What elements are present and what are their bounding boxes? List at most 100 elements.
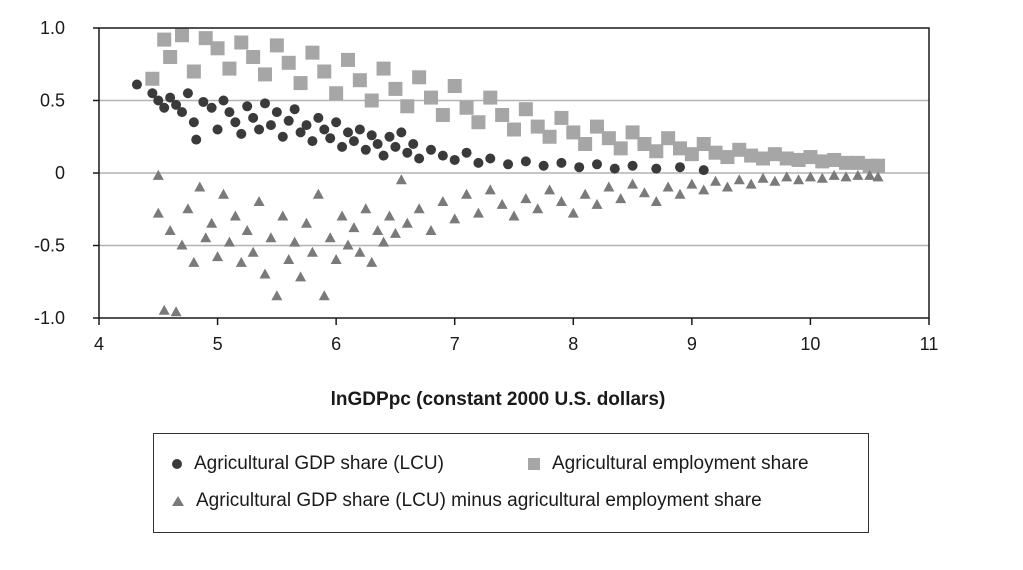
data-point (269, 38, 284, 53)
data-point (360, 203, 372, 214)
data-point (194, 181, 206, 192)
legend-item-agri-employment: Agricultural employment share (528, 453, 809, 475)
data-point (271, 107, 282, 118)
data-point (649, 144, 664, 159)
data-point (437, 196, 449, 206)
data-point (532, 203, 544, 214)
y-tick-label: -1.0 (34, 308, 65, 328)
data-point (331, 117, 342, 128)
data-point (684, 147, 699, 162)
data-point (163, 50, 178, 64)
data-point (435, 108, 450, 122)
x-tick-label: 5 (213, 334, 223, 354)
data-point (484, 184, 496, 195)
data-point (301, 217, 312, 228)
data-point (152, 207, 164, 218)
data-point (259, 268, 271, 279)
data-point (229, 210, 241, 221)
data-point (708, 145, 723, 160)
data-point (147, 88, 158, 99)
legend-item-agri-gdp: Agricultural GDP share (LCU) (172, 453, 444, 475)
data-point (542, 129, 557, 144)
data-point (804, 171, 816, 182)
x-tick-label: 7 (450, 334, 460, 354)
data-point (483, 90, 498, 105)
data-point (710, 175, 722, 186)
data-point (590, 119, 604, 134)
legend-label-difference: Agricultural GDP share (LCU) minus agric… (196, 490, 762, 511)
data-point (388, 81, 403, 96)
data-point (400, 99, 415, 114)
gridlines (99, 99, 929, 247)
data-point (223, 236, 235, 247)
data-point (177, 107, 187, 118)
data-point (312, 188, 324, 199)
data-point (175, 28, 189, 43)
series-circle (131, 79, 709, 176)
data-point (461, 147, 472, 158)
data-point (574, 162, 585, 173)
data-point (816, 172, 828, 183)
data-point (627, 160, 638, 171)
data-point (554, 110, 569, 125)
data-point (206, 217, 218, 228)
data-point (390, 141, 401, 152)
data-point (325, 133, 336, 144)
data-point (198, 31, 213, 46)
data-point (283, 115, 294, 126)
legend-label-agri-gdp: Agricultural GDP share (LCU) (194, 453, 444, 474)
data-point (757, 172, 769, 183)
data-point (212, 251, 224, 262)
data-point (852, 169, 864, 180)
data-point (412, 70, 427, 85)
data-point (317, 64, 332, 79)
data-point (449, 213, 461, 224)
data-point (254, 124, 265, 135)
data-point (281, 55, 296, 70)
data-point (720, 150, 735, 165)
data-point (218, 188, 229, 199)
series-square (145, 28, 886, 173)
circle-marker-icon (172, 459, 182, 469)
y-tick-label: -0.5 (34, 236, 65, 256)
data-point (313, 112, 324, 123)
data-point (158, 304, 170, 315)
x-tick-label: 9 (687, 334, 697, 354)
x-tick-label: 4 (94, 334, 104, 354)
data-point (348, 136, 359, 147)
data-point (389, 227, 401, 238)
data-point (186, 64, 201, 79)
data-point (520, 156, 531, 167)
data-point (408, 139, 419, 149)
data-point (384, 210, 395, 221)
data-point (827, 152, 842, 167)
legend-item-difference: Agricultural GDP share (LCU) minus agric… (172, 490, 762, 512)
data-point (336, 210, 348, 221)
data-point (307, 136, 318, 147)
scatter-chart: 1.0 0.5 0 -0.5 -1.0 4 5 6 7 8 9 10 11 lnGDPpc (cons… (34, 18, 939, 410)
data-point (354, 124, 365, 135)
data-point (503, 159, 514, 170)
data-point (354, 246, 366, 257)
data-point (615, 193, 627, 204)
data-point (152, 169, 164, 180)
data-point (840, 171, 852, 182)
data-point (247, 246, 259, 257)
data-point (591, 198, 603, 209)
x-tick-label: 11 (920, 334, 939, 354)
data-point (200, 232, 212, 243)
data-point (191, 134, 202, 145)
data-point (567, 207, 579, 218)
chart-legend: Agricultural GDP share (LCU) Agricultura… (153, 433, 869, 533)
data-point (395, 174, 407, 185)
data-point (277, 131, 288, 142)
data-point (246, 50, 261, 64)
data-point (675, 162, 685, 173)
data-point (329, 86, 344, 101)
data-point (372, 225, 384, 235)
data-point (638, 187, 650, 198)
data-point (330, 254, 342, 264)
data-point (318, 290, 330, 301)
data-point (793, 174, 805, 185)
data-point (544, 184, 556, 195)
